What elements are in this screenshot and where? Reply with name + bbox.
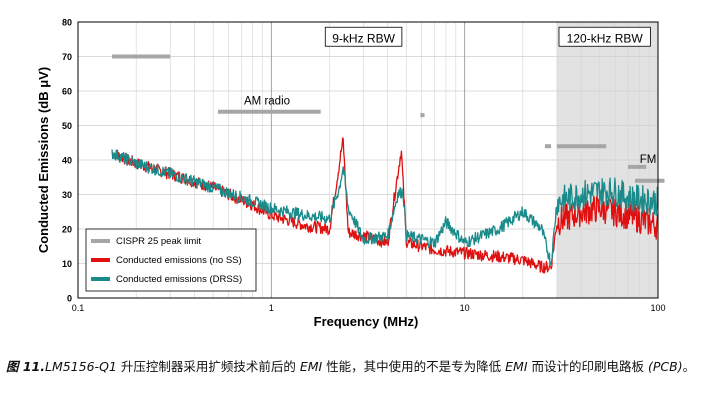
emissions-chart: 0.1 1 10 100 0 10 20 30 40 50 60 70 80 9-kHz RBW 120-…	[36, 18, 666, 330]
x-tick-label: 100	[650, 303, 665, 313]
y-tick-label: 60	[62, 87, 72, 97]
caption-emi-1: EMI	[299, 359, 323, 374]
x-tick-label: 1	[269, 303, 274, 313]
caption-text-4: 。	[682, 359, 696, 374]
x-tick-label: 0.1	[72, 303, 85, 313]
caption-device: LM5156-Q1	[45, 359, 117, 374]
caption-pcb: (PCB)	[647, 359, 683, 374]
x-tick-label: 10	[460, 303, 470, 313]
figure-caption: 图 11.LM5156-Q1 升压控制器采用扩频技术前后的 EMI 性能，其中使…	[6, 356, 702, 378]
y-tick-label: 0	[67, 294, 72, 304]
legend-box	[85, 228, 257, 292]
y-tick-label: 20	[62, 225, 72, 235]
annotation-label: AM radio	[244, 95, 290, 107]
legend: CISPR 25 peak limit Conducted emissions …	[85, 228, 257, 292]
annotation-label: 120-kHz RBW	[567, 31, 644, 45]
caption-text-2: 性能，其中使用的不是专为降低	[322, 359, 506, 374]
y-tick-label: 10	[62, 259, 72, 269]
plot-frame	[77, 21, 659, 299]
y-tick-label: 50	[62, 121, 72, 131]
annotation-box	[558, 26, 651, 47]
y-tick-label: 30	[62, 190, 72, 200]
y-tick-label: 40	[62, 156, 72, 166]
x-axis-label: Frequency (MHz)	[314, 314, 419, 329]
trace-drss	[111, 149, 659, 266]
tick-labels: 0.1 1 10 100 0 10 20 30 40 50 60 70 80	[62, 18, 666, 314]
caption-emi-2: EMI	[505, 359, 528, 374]
legend-label-drss: Conducted emissions (DRSS)	[116, 274, 242, 285]
annotation-box	[324, 26, 403, 47]
caption-text-3: 而设计的印刷电路板	[527, 359, 648, 374]
legend-label-limit: CISPR 25 peak limit	[116, 236, 201, 247]
emission-traces	[111, 137, 659, 274]
y-tick-label: 70	[62, 52, 72, 62]
cispr-limit-lines	[112, 54, 665, 183]
legend-label-no-ss: Conducted emissions (no SS)	[116, 255, 242, 266]
y-axis-label: Conducted Emissions (dB μV)	[36, 67, 51, 253]
annotations: 9-kHz RBW 120-kHz RBW AM radio FM	[244, 26, 657, 166]
annotation-label: 9-kHz RBW	[332, 31, 395, 45]
caption-figure-label: 图 11.	[6, 359, 45, 374]
y-tick-label: 80	[62, 18, 72, 28]
caption-text-1: 升压控制器采用扩频技术前后的	[116, 359, 300, 374]
annotation-label: FM	[640, 154, 657, 166]
